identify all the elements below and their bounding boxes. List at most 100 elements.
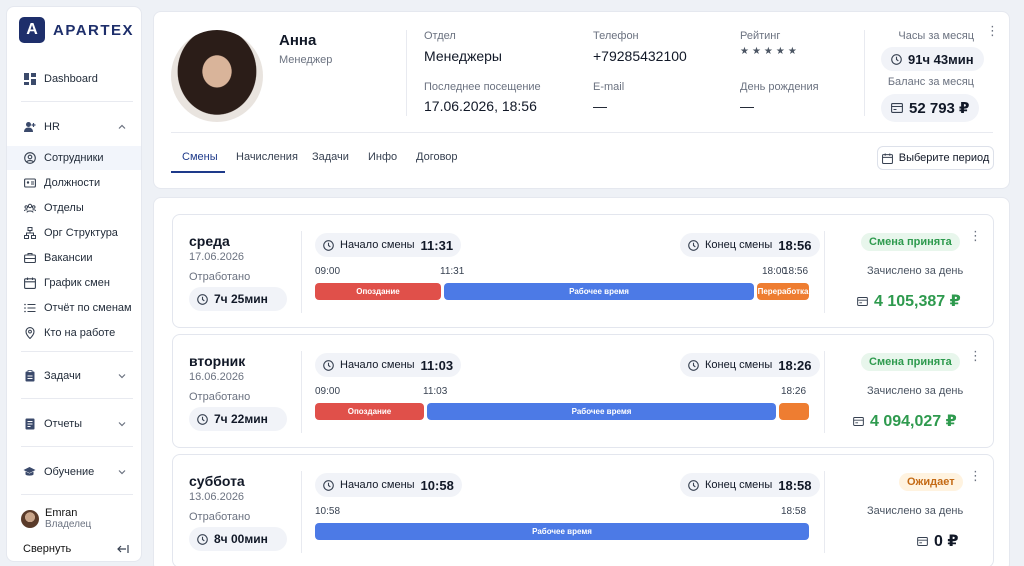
shift-start-value: 11:31 [420, 237, 454, 253]
brand-name: APARTEX [53, 21, 135, 39]
shift-end-badge: Конец смены 18:56 [680, 233, 820, 257]
credited-label: Зачислено за день [867, 265, 964, 277]
shift-start-value: 10:58 [420, 477, 454, 493]
credited-amount: 0 ₽ [917, 531, 958, 551]
divider [171, 132, 993, 133]
phone-value[interactable]: +79285432100 [593, 48, 687, 64]
sidebar-group-hr[interactable]: HR [7, 115, 141, 139]
graduation-cap-icon [23, 466, 36, 479]
profile-more-icon[interactable]: ⋮ [986, 23, 999, 38]
divider [21, 494, 133, 495]
sidebar-item-shift-report[interactable]: Отчёт по сменам [7, 296, 141, 320]
rating-stars: ★★★★★ [740, 46, 800, 57]
sidebar-group-tasks[interactable]: Задачи [7, 364, 141, 388]
credited-value: 4 094,027 ₽ [870, 413, 957, 430]
divider [406, 30, 407, 116]
sidebar-group-label: HR [44, 121, 60, 133]
timeline-mark: 18:26 [781, 386, 807, 397]
overtime-segment: Переработка [757, 283, 809, 300]
sidebar-group-label: Обучение [44, 466, 95, 478]
clock-icon [197, 293, 208, 305]
id-card-icon [23, 177, 36, 190]
chevron-down-icon [117, 467, 127, 477]
sidebar-group-training[interactable]: Обучение [7, 460, 141, 484]
divider [824, 351, 825, 433]
clock-icon [688, 239, 699, 251]
clock-icon [323, 239, 334, 251]
worked-label: Отработано [189, 271, 251, 283]
user-role: Владелец [45, 519, 92, 530]
worked-value: 7ч 22мин [214, 412, 268, 426]
timeline-mark: 10:58 [315, 506, 341, 517]
shift-end-value: 18:56 [778, 237, 812, 253]
brand-logo[interactable]: A APARTEX [19, 17, 134, 43]
collapse-arrow-icon [117, 544, 129, 554]
shift-card: среда 17.06.2026 Отработано 7ч 25мин Нач… [172, 214, 994, 328]
sidebar-group-reports[interactable]: Отчеты [7, 412, 141, 436]
dashboard-icon [23, 73, 36, 86]
shift-start-label: Начало смены [340, 479, 415, 491]
collapse-label: Свернуть [23, 543, 72, 555]
tab-accruals[interactable]: Начисления [236, 151, 298, 163]
divider [824, 231, 825, 313]
shift-day: среда [189, 233, 230, 249]
timeline-mark: 11:31 [440, 266, 465, 277]
shift-more-icon[interactable]: ⋮ [969, 348, 982, 363]
sidebar-item-vacancies[interactable]: Вакансии [7, 246, 141, 270]
employee-name: Анна [279, 32, 317, 49]
current-user[interactable]: Emran Владелец [21, 507, 91, 530]
sidebar-group-label: Отчеты [44, 418, 83, 430]
tab-contract[interactable]: Договор [416, 151, 458, 163]
worked-badge: 8ч 00мин [189, 527, 287, 551]
timeline-mark: 09:00 [315, 266, 341, 277]
tab-tasks[interactable]: Задачи [312, 151, 349, 163]
sidebar-item-label: Вакансии [44, 252, 93, 264]
shift-more-icon[interactable]: ⋮ [969, 228, 982, 243]
clipboard-icon [23, 370, 36, 383]
divider [21, 398, 133, 399]
calendar-icon [881, 152, 893, 164]
shift-start-value: 11:03 [420, 357, 454, 373]
select-period-button[interactable]: Выберите период [877, 146, 994, 170]
credited-value: 4 105,387 ₽ [874, 293, 961, 310]
balance-label: Баланс за месяц [887, 76, 974, 88]
shift-more-icon[interactable]: ⋮ [969, 468, 982, 483]
location-pin-icon [23, 327, 36, 340]
phone-label: Телефон [593, 30, 639, 42]
sidebar-item-positions[interactable]: Должности [7, 171, 141, 195]
clock-icon [197, 533, 208, 545]
employee-photo [171, 30, 263, 122]
shift-end-label: Конец смены [705, 479, 773, 491]
sidebar-item-departments[interactable]: Отделы [7, 196, 141, 220]
chevron-up-icon [117, 122, 127, 132]
last-visit-label: Последнее посещение [424, 81, 541, 93]
shift-start-label: Начало смены [340, 359, 415, 371]
tab-shifts[interactable]: Смены [182, 151, 218, 163]
tab-info[interactable]: Инфо [368, 151, 398, 163]
worked-badge: 7ч 22мин [189, 407, 287, 431]
sidebar-item-shift-schedule[interactable]: График смен [7, 271, 141, 295]
users-group-icon [23, 202, 36, 215]
credited-label: Зачислено за день [867, 385, 964, 397]
sidebar-item-org-structure[interactable]: Орг Структура [7, 221, 141, 245]
sidebar-item-who-at-work[interactable]: Кто на работе [7, 321, 141, 345]
shift-card: суббота 13.06.2026 Отработано 8ч 00мин Н… [172, 454, 994, 566]
clock-icon [323, 359, 334, 371]
collapse-sidebar-button[interactable]: Свернуть [23, 543, 129, 555]
sidebar-item-label: График смен [44, 277, 110, 289]
logo-mark-icon: A [19, 17, 45, 43]
sidebar-item-dashboard[interactable]: Dashboard [7, 67, 141, 91]
credited-amount: 4 094,027 ₽ [853, 411, 957, 431]
work-time-segment: Рабочее время [427, 403, 776, 420]
clock-icon [688, 479, 699, 491]
divider [21, 351, 133, 352]
sidebar-item-label: Должности [44, 177, 101, 189]
sidebar-item-label: Отчёт по сменам [44, 302, 132, 314]
sidebar-item-employees[interactable]: Сотрудники [7, 146, 141, 170]
timeline-mark: 09:00 [315, 386, 341, 397]
worked-badge: 7ч 25мин [189, 287, 287, 311]
user-name: Emran [45, 507, 78, 519]
shift-day: суббота [189, 473, 245, 489]
wallet-icon [891, 103, 903, 113]
sidebar-group-label: Задачи [44, 370, 81, 382]
